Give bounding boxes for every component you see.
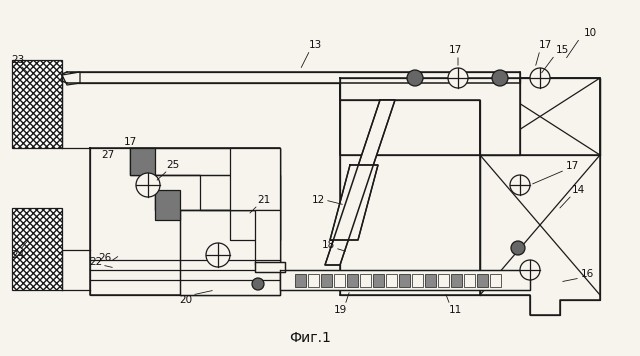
Text: 26: 26 bbox=[99, 253, 111, 263]
Circle shape bbox=[407, 70, 423, 86]
Text: 15: 15 bbox=[556, 45, 568, 55]
Circle shape bbox=[492, 70, 508, 86]
Polygon shape bbox=[330, 165, 378, 240]
Text: 14: 14 bbox=[572, 185, 584, 195]
Bar bbox=[12, 208, 62, 290]
Text: 20: 20 bbox=[179, 295, 193, 305]
Polygon shape bbox=[373, 274, 384, 287]
Text: 19: 19 bbox=[333, 305, 347, 315]
Polygon shape bbox=[464, 274, 475, 287]
Circle shape bbox=[252, 278, 264, 290]
Polygon shape bbox=[321, 274, 332, 287]
Text: 17: 17 bbox=[538, 40, 552, 50]
Polygon shape bbox=[308, 274, 319, 287]
Polygon shape bbox=[325, 100, 395, 265]
Text: 24: 24 bbox=[12, 250, 24, 260]
Polygon shape bbox=[490, 274, 501, 287]
Circle shape bbox=[511, 241, 525, 255]
Polygon shape bbox=[425, 274, 436, 287]
Circle shape bbox=[520, 260, 540, 280]
Polygon shape bbox=[130, 148, 155, 175]
Text: 10: 10 bbox=[584, 28, 596, 38]
Polygon shape bbox=[386, 274, 397, 287]
Text: 23: 23 bbox=[12, 55, 24, 65]
Polygon shape bbox=[130, 148, 280, 210]
Polygon shape bbox=[255, 210, 280, 265]
Polygon shape bbox=[230, 148, 280, 210]
Text: 17: 17 bbox=[565, 161, 579, 171]
Text: Фиг.1: Фиг.1 bbox=[289, 331, 331, 345]
Polygon shape bbox=[334, 274, 345, 287]
Polygon shape bbox=[62, 72, 80, 85]
Circle shape bbox=[510, 175, 530, 195]
Polygon shape bbox=[155, 190, 180, 220]
Polygon shape bbox=[155, 175, 280, 240]
Text: 16: 16 bbox=[580, 269, 594, 279]
Polygon shape bbox=[347, 274, 358, 287]
Text: 18: 18 bbox=[321, 240, 335, 250]
Polygon shape bbox=[340, 78, 480, 295]
Polygon shape bbox=[438, 274, 449, 287]
Text: 22: 22 bbox=[90, 257, 102, 267]
Text: 17: 17 bbox=[449, 45, 461, 55]
Polygon shape bbox=[280, 270, 530, 290]
Text: 17: 17 bbox=[124, 137, 136, 147]
Polygon shape bbox=[295, 274, 306, 287]
Text: 21: 21 bbox=[257, 195, 271, 205]
Text: 12: 12 bbox=[312, 195, 324, 205]
Polygon shape bbox=[412, 274, 423, 287]
Bar bbox=[12, 60, 62, 148]
Polygon shape bbox=[477, 274, 488, 287]
Polygon shape bbox=[255, 262, 285, 272]
Circle shape bbox=[448, 68, 468, 88]
Polygon shape bbox=[180, 210, 280, 295]
Text: 11: 11 bbox=[449, 305, 461, 315]
Polygon shape bbox=[360, 274, 371, 287]
Circle shape bbox=[136, 173, 160, 197]
Text: 13: 13 bbox=[308, 40, 322, 50]
Polygon shape bbox=[90, 148, 280, 295]
Polygon shape bbox=[340, 78, 520, 155]
Polygon shape bbox=[451, 274, 462, 287]
Text: 25: 25 bbox=[166, 160, 180, 170]
Polygon shape bbox=[340, 78, 600, 155]
Circle shape bbox=[530, 68, 550, 88]
Polygon shape bbox=[70, 72, 520, 83]
Polygon shape bbox=[399, 274, 410, 287]
Polygon shape bbox=[480, 78, 600, 315]
Text: 27: 27 bbox=[101, 150, 115, 160]
Circle shape bbox=[206, 243, 230, 267]
